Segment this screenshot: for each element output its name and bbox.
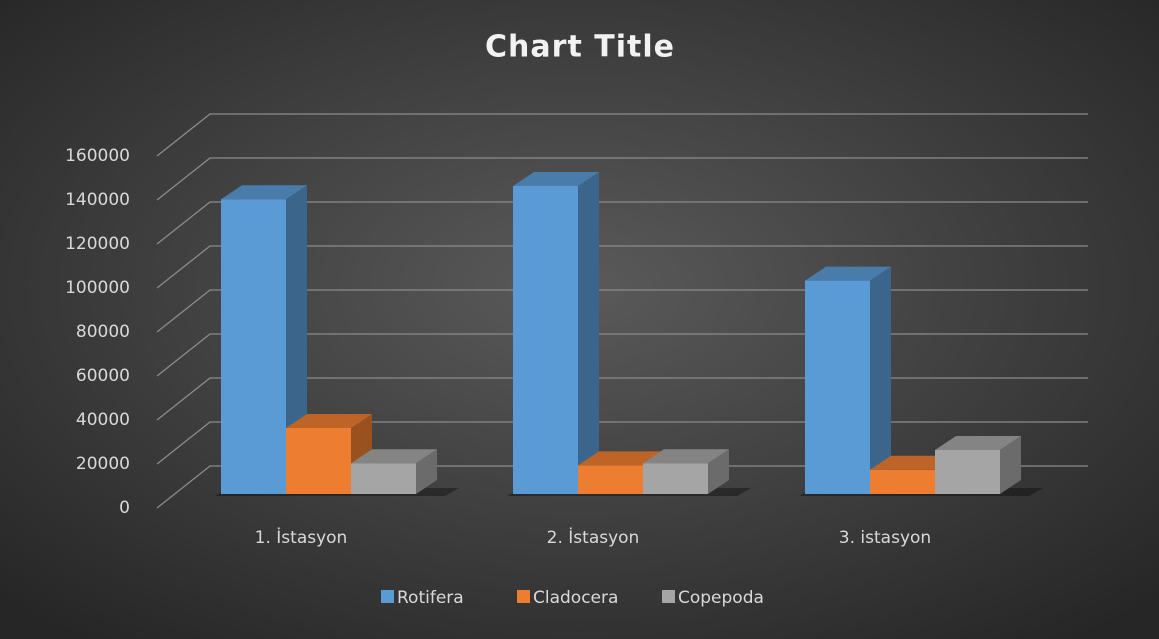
bar-top (286, 414, 372, 428)
grid-line (156, 245, 1088, 289)
grid-line (156, 113, 1088, 157)
bar-side (578, 172, 599, 494)
y-tick-label: 40000 (76, 410, 130, 430)
y-tick-label: 100000 (65, 278, 130, 298)
bar-front (643, 463, 708, 494)
y-tick-label: 140000 (65, 190, 130, 210)
bar (513, 172, 599, 494)
legend-swatch (381, 590, 394, 603)
legend-swatch (662, 590, 675, 603)
legend-label: Cladocera (533, 588, 618, 608)
bar-top (935, 436, 1021, 450)
bar-front (870, 469, 935, 494)
grid-line (156, 465, 1088, 509)
grid-line (156, 289, 1088, 333)
bar-side (708, 449, 729, 494)
y-tick-label: 20000 (76, 454, 130, 474)
bar-top (870, 455, 956, 470)
y-tick-label: 80000 (76, 322, 130, 342)
grid-line (156, 377, 1088, 421)
bar-front (351, 463, 416, 494)
y-tick-label: 120000 (65, 234, 130, 254)
bar (221, 185, 307, 494)
bar-top (643, 449, 729, 464)
chart-title: Chart Title (485, 30, 675, 65)
bar (805, 266, 891, 494)
bar-front (805, 280, 870, 494)
bar-top (351, 449, 437, 464)
grid-line (156, 333, 1088, 377)
bar (351, 449, 437, 494)
grid-line (156, 421, 1088, 465)
bar-front (935, 450, 1000, 494)
x-tick-label: 3. istasyon (839, 528, 931, 548)
bar-front (513, 186, 578, 494)
grid-line (156, 201, 1088, 245)
y-tick-label: 160000 (65, 146, 130, 166)
legend-label: Copepoda (678, 588, 764, 608)
bar-front (221, 199, 286, 494)
bar-side (870, 266, 891, 494)
bar (935, 436, 1021, 494)
bar-front (286, 428, 351, 494)
bar (286, 414, 372, 494)
bar-side (416, 449, 437, 494)
bar-side (286, 185, 307, 494)
bar-top (805, 266, 891, 281)
bar-top (221, 185, 307, 200)
bar-front (578, 465, 643, 494)
bar (643, 449, 729, 494)
y-tick-label: 60000 (76, 366, 130, 386)
legend-swatch (517, 590, 530, 603)
bar (870, 455, 956, 494)
bar-side (1000, 436, 1021, 494)
bar-top (578, 451, 664, 466)
bar-top (513, 172, 599, 186)
x-tick-label: 2. İstasyon (547, 527, 640, 548)
legend-label: Rotifera (397, 588, 464, 608)
grid-line (156, 157, 1088, 201)
x-tick-label: 1. İstasyon (255, 527, 348, 548)
y-tick-label: 0 (119, 498, 130, 518)
